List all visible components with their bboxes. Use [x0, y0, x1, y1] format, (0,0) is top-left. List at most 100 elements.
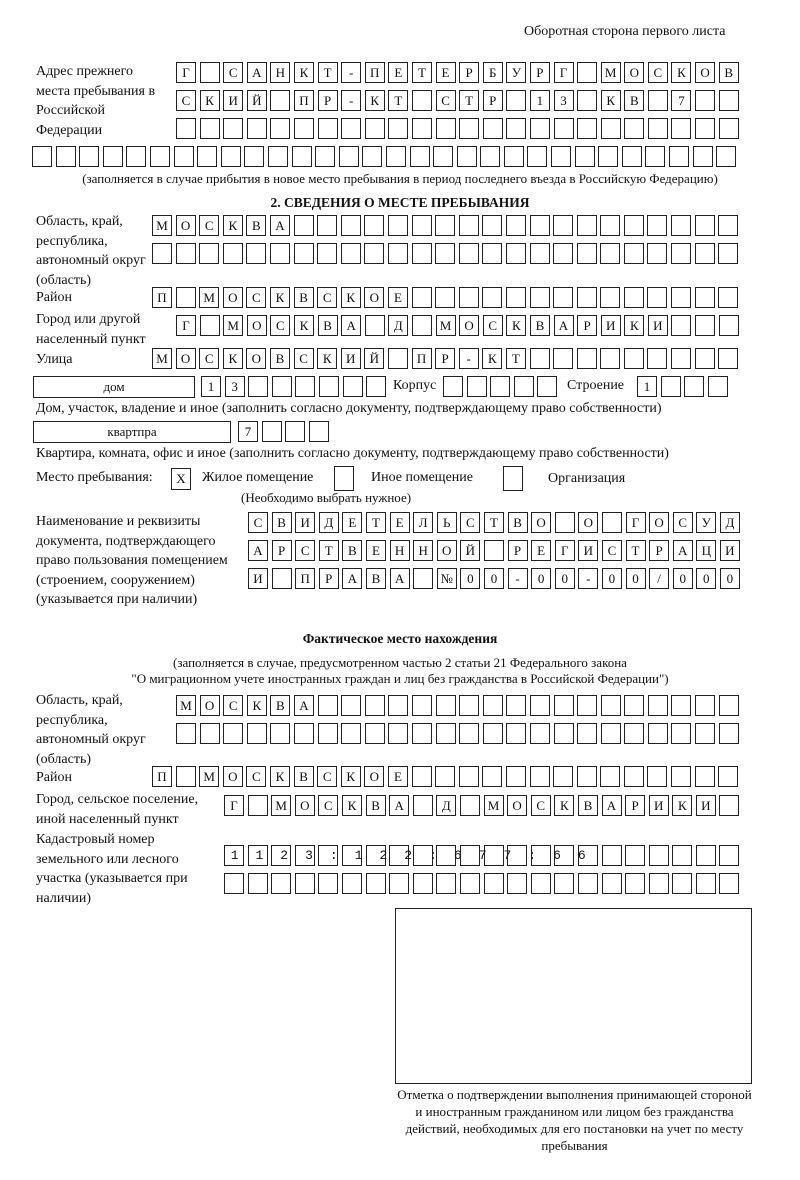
char-cell[interactable]: М	[152, 215, 172, 236]
char-cell[interactable]: С	[460, 512, 481, 533]
char-cell[interactable]	[413, 568, 434, 589]
char-cell[interactable]	[247, 873, 268, 894]
char-cell[interactable]	[317, 118, 338, 139]
char-cell[interactable]	[435, 118, 456, 139]
char-cell[interactable]: К	[222, 215, 243, 236]
char-cell[interactable]	[647, 90, 668, 111]
char-cell[interactable]: 0	[696, 568, 717, 589]
char-cell[interactable]: А	[341, 315, 362, 336]
char-cell[interactable]	[576, 348, 597, 369]
char-cell[interactable]	[647, 766, 668, 787]
char-cell[interactable]: П	[152, 766, 172, 787]
char-cell[interactable]	[647, 243, 668, 264]
char-cell[interactable]	[342, 376, 363, 397]
char-cell[interactable]	[719, 873, 740, 894]
char-cell[interactable]: Т	[459, 90, 480, 111]
char-cell[interactable]	[482, 215, 503, 236]
char-cell[interactable]: О	[222, 287, 243, 308]
char-cell[interactable]	[684, 376, 705, 397]
char-cell[interactable]	[671, 315, 692, 336]
char-cell[interactable]	[173, 146, 194, 167]
char-cell[interactable]	[577, 90, 598, 111]
char-cell[interactable]	[600, 723, 621, 744]
char-cell[interactable]	[718, 766, 739, 787]
char-cell[interactable]	[695, 695, 716, 716]
char-cell[interactable]: К	[482, 348, 503, 369]
char-cell[interactable]: -	[578, 568, 599, 589]
char-cell[interactable]: М	[483, 795, 504, 816]
char-cell[interactable]: В	[269, 348, 290, 369]
char-cell[interactable]: С	[176, 90, 196, 111]
char-cell[interactable]	[411, 118, 432, 139]
char-cell[interactable]	[246, 723, 267, 744]
apartment-type-field[interactable]: квартпра	[33, 421, 231, 443]
char-cell[interactable]: 1	[529, 90, 550, 111]
char-cell[interactable]	[671, 215, 692, 236]
char-cell[interactable]	[621, 146, 642, 167]
char-cell[interactable]	[293, 723, 314, 744]
char-cell[interactable]	[459, 795, 480, 816]
char-cell[interactable]: М	[152, 348, 172, 369]
char-cell[interactable]	[490, 376, 511, 397]
char-cell[interactable]: А	[389, 795, 410, 816]
char-cell[interactable]	[308, 421, 329, 442]
char-cell[interactable]	[411, 723, 432, 744]
previous-address-row-3[interactable]	[176, 118, 739, 139]
actual-region-row-2[interactable]	[176, 723, 739, 744]
char-cell[interactable]	[671, 348, 692, 369]
char-cell[interactable]: П	[152, 287, 172, 308]
char-cell[interactable]	[553, 766, 574, 787]
char-cell[interactable]: Г	[553, 62, 574, 83]
char-cell[interactable]	[669, 146, 690, 167]
char-cell[interactable]: Н	[270, 62, 291, 83]
char-cell[interactable]	[176, 118, 196, 139]
char-cell[interactable]	[197, 146, 218, 167]
char-cell[interactable]	[270, 90, 291, 111]
char-cell[interactable]	[513, 376, 534, 397]
char-cell[interactable]: И	[647, 315, 668, 336]
char-cell[interactable]: Р	[649, 540, 670, 561]
char-cell[interactable]: В	[577, 795, 598, 816]
char-cell[interactable]	[152, 243, 172, 264]
char-cell[interactable]	[364, 695, 385, 716]
char-cell[interactable]: 0	[460, 568, 481, 589]
char-cell[interactable]: И	[295, 512, 316, 533]
char-cell[interactable]	[482, 766, 503, 787]
char-cell[interactable]: Р	[317, 90, 338, 111]
char-cell[interactable]	[671, 766, 692, 787]
char-cell[interactable]	[199, 118, 220, 139]
char-cell[interactable]	[317, 243, 338, 264]
char-cell[interactable]: М	[435, 315, 456, 336]
char-cell[interactable]	[647, 695, 668, 716]
char-cell[interactable]	[671, 243, 692, 264]
char-cell[interactable]: Е	[388, 62, 409, 83]
char-cell[interactable]	[505, 287, 526, 308]
char-cell[interactable]	[341, 873, 362, 894]
char-cell[interactable]: Ц	[696, 540, 717, 561]
char-cell[interactable]: В	[293, 287, 314, 308]
char-cell[interactable]: А	[342, 568, 363, 589]
char-cell[interactable]	[340, 215, 361, 236]
char-cell[interactable]	[719, 795, 740, 816]
char-cell[interactable]: Й	[246, 90, 267, 111]
char-cell[interactable]	[600, 695, 621, 716]
char-cell[interactable]	[435, 695, 456, 716]
char-cell[interactable]	[577, 62, 598, 83]
char-cell[interactable]: Т	[365, 512, 386, 533]
char-cell[interactable]	[671, 287, 692, 308]
char-cell[interactable]	[576, 287, 597, 308]
char-cell[interactable]	[364, 243, 385, 264]
char-cell[interactable]: М	[199, 766, 220, 787]
char-cell[interactable]	[529, 695, 550, 716]
char-cell[interactable]	[341, 695, 362, 716]
char-cell[interactable]	[482, 723, 503, 744]
char-cell[interactable]: О	[364, 766, 385, 787]
char-cell[interactable]: О	[624, 62, 645, 83]
char-cell[interactable]	[411, 215, 432, 236]
char-cell[interactable]	[364, 315, 385, 336]
char-cell[interactable]: А	[601, 795, 622, 816]
char-cell[interactable]: №	[436, 568, 457, 589]
